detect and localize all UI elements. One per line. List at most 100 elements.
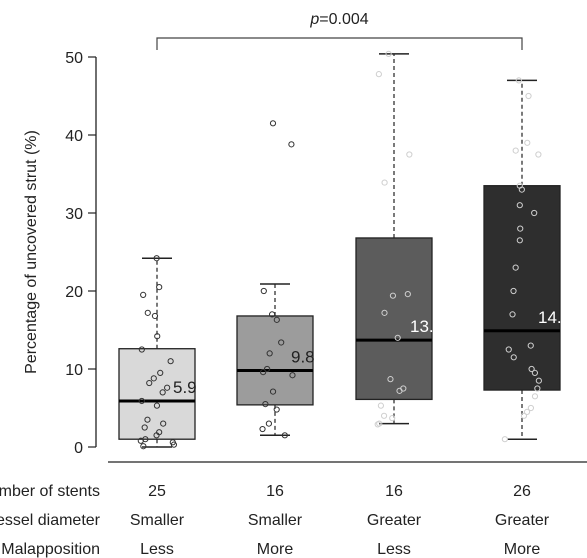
box-group-1: 5.9 25 Smaller Less xyxy=(118,255,197,558)
data-point xyxy=(259,425,266,433)
data-point xyxy=(527,404,535,412)
data-point xyxy=(138,346,145,353)
data-point xyxy=(515,77,522,84)
data-point xyxy=(153,255,160,262)
group-row-value: Greater xyxy=(367,512,422,529)
row-label-stents: Number of stents xyxy=(0,483,100,500)
iqr-box xyxy=(355,237,433,401)
data-point xyxy=(164,384,171,391)
data-point xyxy=(273,316,280,323)
data-point xyxy=(157,369,164,376)
data-point xyxy=(516,202,523,209)
comparison-bracket: p=0.004 xyxy=(156,11,523,50)
data-point xyxy=(265,420,272,427)
data-point xyxy=(154,333,161,340)
data-point xyxy=(512,264,519,271)
comparison-bracket-line xyxy=(156,37,523,50)
data-point xyxy=(509,311,516,318)
data-point xyxy=(377,402,384,409)
group-row-value: More xyxy=(257,541,294,558)
data-point xyxy=(141,424,148,431)
data-point xyxy=(380,412,388,419)
data-point xyxy=(289,372,296,379)
row-labels: Number of stents Vessel diameter Malappo… xyxy=(0,483,101,558)
data-point xyxy=(387,376,394,383)
data-point xyxy=(520,412,528,419)
data-point xyxy=(278,339,285,346)
data-point xyxy=(268,311,276,318)
data-point xyxy=(150,375,157,382)
data-point xyxy=(396,387,403,394)
group-row-value: 26 xyxy=(513,483,531,500)
data-point xyxy=(535,377,542,384)
data-point xyxy=(523,408,531,415)
data-point xyxy=(531,369,539,376)
group-row-value: Smaller xyxy=(248,512,303,529)
data-point xyxy=(146,379,153,387)
p-value-label: p=0.004 xyxy=(309,11,368,28)
data-point xyxy=(525,92,532,100)
data-point xyxy=(273,406,280,413)
y-tick-label: 30 xyxy=(65,206,83,223)
row-label-diameter: Vessel diameter xyxy=(0,512,101,529)
row-label-malapposition: Malapposition xyxy=(1,541,100,558)
group-row-value: Less xyxy=(377,541,411,558)
p-value: =0.004 xyxy=(319,11,368,28)
group-row-value: Greater xyxy=(495,512,550,529)
plot-area: 5.9 25 Smaller Less 9.8 16 Smaller More 13.7 16 Gr… xyxy=(118,50,571,558)
data-point xyxy=(524,139,531,146)
y-tick-label: 10 xyxy=(65,362,83,379)
data-point xyxy=(153,402,161,409)
data-point xyxy=(375,71,382,78)
y-tick-label: 20 xyxy=(65,284,83,301)
y-tick-label: 50 xyxy=(65,50,83,67)
data-point xyxy=(160,420,167,427)
data-point xyxy=(153,432,160,439)
data-point xyxy=(404,291,411,298)
data-point xyxy=(144,309,151,316)
median-label: 9.8 xyxy=(291,348,315,367)
data-point xyxy=(156,284,163,291)
data-point xyxy=(389,292,397,299)
data-point xyxy=(140,443,147,450)
group-row-value: 16 xyxy=(266,483,284,500)
data-point xyxy=(159,389,166,396)
p-symbol: p xyxy=(309,11,319,28)
data-point xyxy=(510,354,517,361)
data-point xyxy=(512,147,519,154)
data-point xyxy=(531,393,539,400)
data-point xyxy=(381,179,388,186)
data-point xyxy=(501,436,508,443)
data-point xyxy=(140,291,147,298)
data-point xyxy=(137,437,144,444)
data-point xyxy=(260,287,267,295)
y-tick-label: 40 xyxy=(65,128,83,145)
data-point xyxy=(264,365,271,373)
data-point xyxy=(517,225,524,232)
data-point xyxy=(406,151,413,158)
data-point xyxy=(281,432,288,439)
data-point xyxy=(389,415,396,422)
data-point xyxy=(531,209,538,217)
data-point xyxy=(260,369,267,376)
median-label: 14.9 xyxy=(538,308,571,327)
iqr-box xyxy=(483,185,561,391)
data-point xyxy=(170,441,178,448)
data-point xyxy=(144,416,151,423)
data-point xyxy=(138,397,145,405)
data-point xyxy=(394,334,401,341)
box-group-4: 14.9 26 Greater More xyxy=(483,77,571,558)
data-point xyxy=(269,388,277,395)
data-point xyxy=(535,151,542,158)
group-row-value: Smaller xyxy=(130,512,185,529)
median-label: 13.7 xyxy=(410,317,443,336)
data-point xyxy=(374,421,381,428)
group-row-value: 25 xyxy=(148,483,166,500)
data-point xyxy=(505,346,512,353)
data-point xyxy=(527,342,534,349)
iqr-box xyxy=(118,348,196,440)
y-axis: Percentage of uncovered strut (%) 0 10 20 3… xyxy=(23,50,97,457)
data-point xyxy=(269,120,277,127)
data-point xyxy=(151,312,159,320)
